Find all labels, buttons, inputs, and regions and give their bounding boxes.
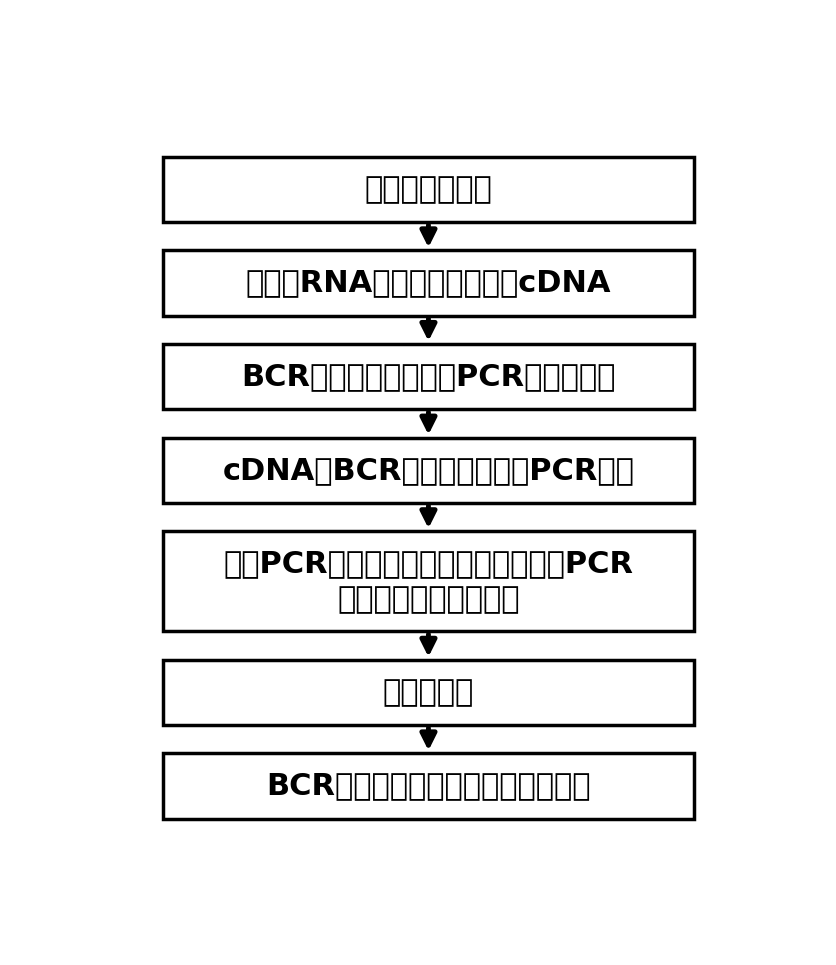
FancyBboxPatch shape xyxy=(163,156,694,222)
Text: 血液中RNA的提取及逆转录为cDNA: 血液中RNA的提取及逆转录为cDNA xyxy=(246,268,611,297)
Text: BCR重链和轻链的多重PCR引物的混合: BCR重链和轻链的多重PCR引物的混合 xyxy=(242,362,615,391)
FancyBboxPatch shape xyxy=(163,754,694,818)
FancyBboxPatch shape xyxy=(163,437,694,503)
Text: 高通量测序: 高通量测序 xyxy=(383,677,474,707)
Text: cDNA的BCR重链和轻链多重PCR扩增: cDNA的BCR重链和轻链多重PCR扩增 xyxy=(222,455,635,484)
FancyBboxPatch shape xyxy=(163,250,694,316)
FancyBboxPatch shape xyxy=(163,660,694,725)
Text: 多重PCR产物加入测序接头进行第二次PCR
扩增及胶回收产物纯化: 多重PCR产物加入测序接头进行第二次PCR 扩增及胶回收产物纯化 xyxy=(223,549,634,614)
Text: BCR重链和轻链的免疫组库信息分析: BCR重链和轻链的免疫组库信息分析 xyxy=(266,772,591,801)
Text: 采集免疫外周血: 采集免疫外周血 xyxy=(364,175,492,204)
FancyBboxPatch shape xyxy=(163,344,694,409)
FancyBboxPatch shape xyxy=(163,531,694,631)
